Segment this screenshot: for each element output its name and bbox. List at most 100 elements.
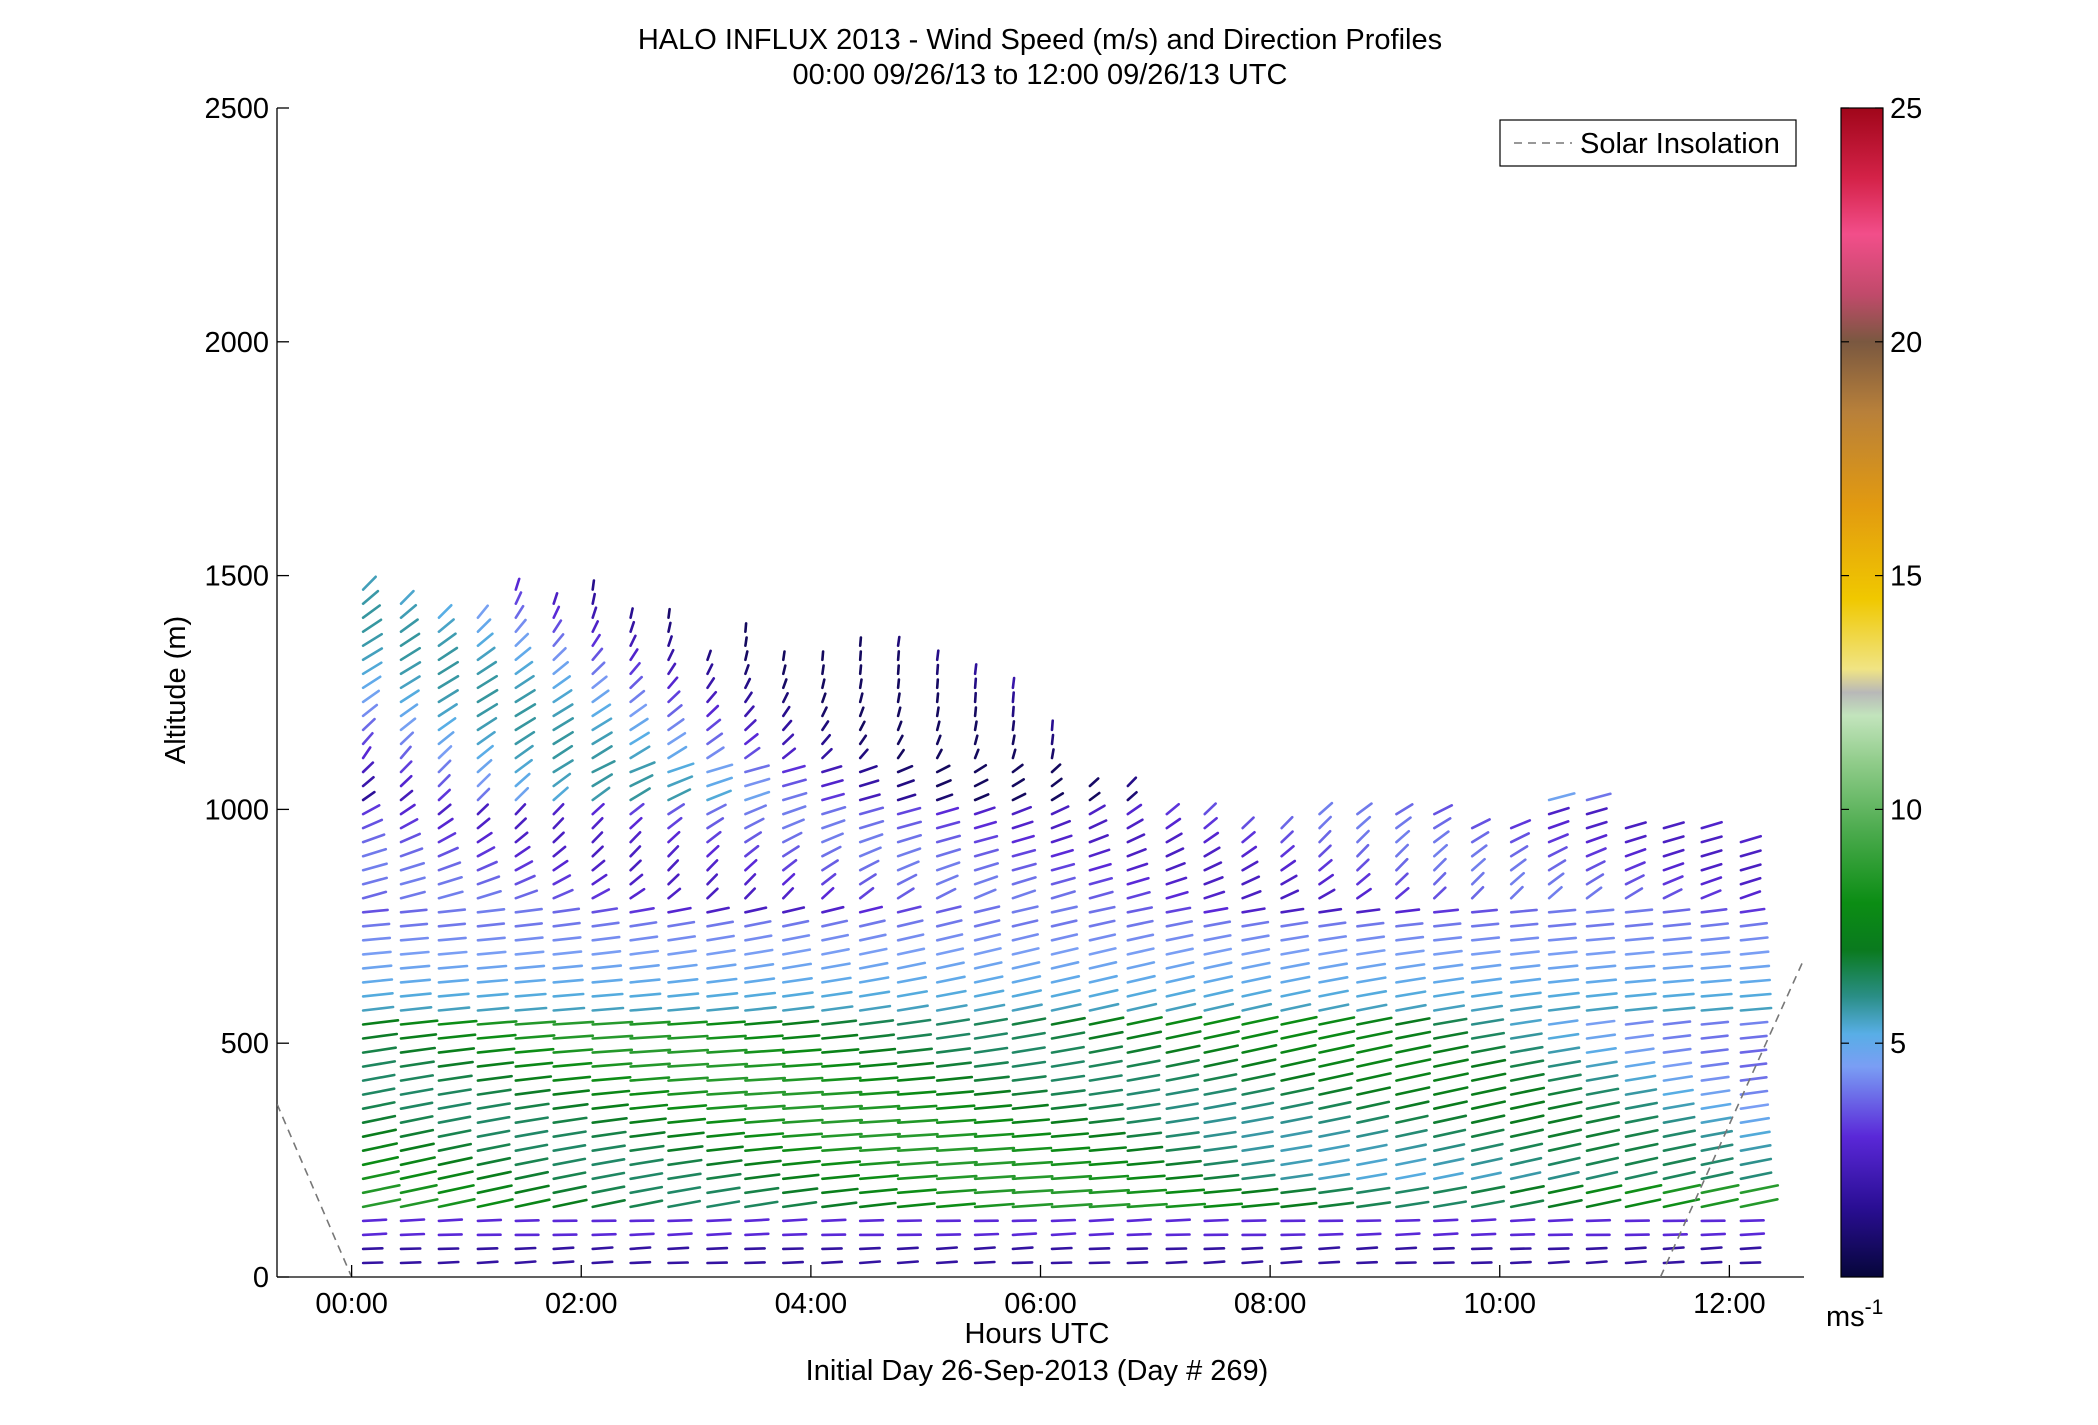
y-tick-label: 1000: [204, 794, 269, 826]
wind-vector: [858, 1033, 896, 1040]
wind-vector: [896, 1146, 939, 1152]
wind-vector: [1395, 963, 1426, 970]
wind-vector: [1433, 1100, 1468, 1110]
wind-vector: [1395, 1218, 1421, 1223]
wind-vector: [476, 1047, 516, 1054]
wind-vector: [1011, 1219, 1037, 1223]
wind-vector: [973, 1118, 1014, 1124]
wind-vector: [1470, 857, 1486, 872]
wind-vector: [552, 689, 573, 704]
wind-vector: [1395, 1232, 1421, 1237]
wind-vector: [476, 1006, 510, 1012]
wind-vector: [706, 934, 735, 942]
wind-vector: [1088, 848, 1111, 858]
wind-vector: [591, 703, 612, 718]
wind-vector: [1509, 845, 1529, 858]
wind-vector: [629, 921, 658, 928]
wind-vector: [1395, 1261, 1417, 1265]
wind-vector: [1050, 933, 1079, 942]
wind-vector: [1126, 790, 1138, 802]
wind-vector: [1585, 1142, 1620, 1152]
wind-vector: [1050, 1261, 1073, 1265]
wind-vector: [1509, 858, 1527, 872]
wind-vector: [629, 1090, 670, 1096]
wind-vector: [821, 1033, 859, 1040]
wind-vector: [858, 1047, 897, 1054]
wind-vector: [744, 1104, 786, 1110]
wind-vector: [1509, 950, 1540, 956]
wind-vector: [935, 678, 940, 690]
wind-vector: [514, 831, 529, 844]
wind-vector: [1624, 1006, 1658, 1012]
wind-vector: [1700, 1260, 1723, 1265]
wind-vector: [476, 1033, 517, 1040]
wind-vector: [1700, 1184, 1740, 1195]
wind-vector: [1050, 719, 1054, 732]
wind-vector: [1241, 860, 1259, 872]
colorbar-unit-label: ms-1: [1826, 1296, 1883, 1333]
wind-vector: [1203, 1015, 1241, 1026]
wind-vector: [1470, 977, 1502, 984]
wind-vector: [1126, 1232, 1152, 1237]
wind-vector: [1356, 1044, 1393, 1054]
wind-vector: [552, 817, 565, 830]
wind-vector: [476, 730, 496, 746]
wind-vector: [1241, 1144, 1275, 1152]
wind-vector: [361, 675, 382, 690]
wind-vector: [399, 1261, 422, 1265]
wind-vector: [1165, 1145, 1201, 1152]
wind-vector: [476, 846, 496, 858]
wind-vector: [1395, 843, 1409, 858]
wind-vector: [706, 817, 725, 830]
wind-vector: [667, 816, 683, 830]
wind-vector: [476, 674, 499, 690]
wind-vector: [896, 847, 922, 858]
x-tick-label: 06:00: [1004, 1288, 1077, 1320]
wind-vector: [821, 1201, 858, 1209]
wind-vector: [591, 633, 601, 648]
wind-vector: [1662, 1047, 1692, 1054]
wind-vector: [896, 1246, 919, 1251]
wind-vector: [437, 1074, 473, 1082]
wind-vector: [552, 619, 563, 634]
wind-vector: [1509, 1114, 1545, 1124]
wind-vector: [437, 660, 460, 676]
wind-vector: [1050, 763, 1062, 774]
wind-vector: [1126, 933, 1155, 942]
wind-vector: [744, 1186, 780, 1195]
wind-vector: [781, 705, 791, 718]
wind-vector: [1739, 1089, 1769, 1096]
wind-vector: [629, 1103, 669, 1110]
wind-vector: [437, 861, 462, 872]
wind-vector: [399, 978, 432, 984]
wind-vector: [781, 1260, 805, 1265]
wind-vector: [1011, 1031, 1046, 1040]
wind-vector: [973, 933, 1002, 942]
wind-vector: [781, 962, 813, 970]
wind-vector: [361, 1156, 400, 1167]
wind-vector: [1624, 1156, 1659, 1167]
wind-vector: [1280, 1115, 1313, 1124]
wind-vector: [667, 1218, 693, 1223]
wind-vector: [935, 961, 965, 970]
wind-vector: [591, 1158, 626, 1167]
wind-vector: [935, 720, 941, 732]
wind-vector: [1585, 1184, 1623, 1195]
wind-vector: [1433, 886, 1447, 900]
wind-vector: [399, 789, 414, 802]
wind-vector: [1203, 934, 1232, 942]
wind-vector: [552, 992, 585, 998]
wind-vector: [1356, 858, 1370, 872]
wind-vector: [1585, 1033, 1617, 1040]
wind-vector: [935, 933, 964, 942]
wind-vector: [1356, 1058, 1393, 1068]
wind-vector: [1241, 1173, 1276, 1181]
wind-vector: [1509, 1018, 1542, 1026]
wind-vector: [1356, 829, 1370, 844]
wind-vector: [1395, 908, 1421, 914]
wind-vector: [667, 887, 682, 900]
wind-vector: [1585, 1047, 1617, 1054]
wind-vector: [1356, 908, 1381, 914]
wind-vector: [476, 702, 499, 718]
wind-vector: [1509, 819, 1532, 830]
